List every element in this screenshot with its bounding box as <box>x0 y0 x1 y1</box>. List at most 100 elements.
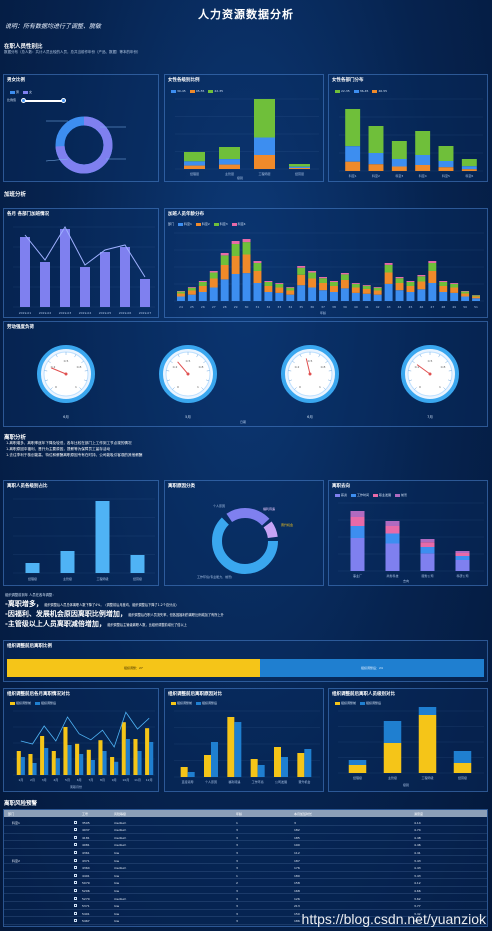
risk-row[interactable]: 4081 medium 3 190 4.46 <box>4 842 487 849</box>
slider-handle-right[interactable] <box>61 98 66 103</box>
row-checkbox[interactable] <box>74 835 77 839</box>
row-checkbox[interactable] <box>74 843 77 847</box>
monthly-line <box>20 711 150 748</box>
risk-cell-0: 5371 <box>82 904 90 909</box>
legend-30-45: 30-45 <box>177 89 186 93</box>
risk-cell-0: 4371 <box>82 858 90 863</box>
row-checkbox[interactable] <box>74 888 77 892</box>
gauge-1-tick-9 <box>205 379 210 382</box>
monthly-title: 组织调整前后各月离职情况对比 <box>7 692 70 697</box>
row-checkbox[interactable] <box>74 820 77 824</box>
age-bar-0-3 <box>177 291 185 292</box>
section-overtime-heading: 加班分析 <box>4 192 27 198</box>
age-tick-7: 31 <box>256 305 260 309</box>
dest-bar-1-2 <box>385 526 400 534</box>
legend-dept1: 科室1 <box>183 222 192 226</box>
reason-label-3: 晋升机会 <box>281 523 294 527</box>
risk-header-5[interactable]: 年龄 <box>236 812 243 816</box>
reason-compare-legend[interactable]: 组织调整前 组织调整后 <box>168 701 217 705</box>
risk-header-8[interactable]: 满意度 <box>414 812 424 816</box>
risk-row[interactable]: 4361 low 3 112 4.41 <box>4 849 487 857</box>
disclaimer-note: 说明：所有数据均进行了调整、脱敏 <box>5 23 102 30</box>
row-checkbox[interactable] <box>74 919 77 923</box>
age-bar-15-3 <box>340 273 349 275</box>
legend-22-35: 22-35 <box>341 89 350 93</box>
risk-cell-2: 2 <box>236 881 238 886</box>
age-tick-23: 47 <box>430 305 434 309</box>
risk-header-3[interactable]: 风险等级 <box>114 812 127 816</box>
female-dept-tick-5: 科室6 <box>465 173 473 178</box>
risk-row[interactable]: 5467 low 3 186 4.10 <box>4 918 487 925</box>
age-legend[interactable]: 部门 科室1 科室2 科室3 科室4 <box>168 222 246 226</box>
risk-row[interactable]: 4491 low 1 180 3.43 <box>4 872 487 880</box>
age-bar-8-0 <box>264 292 273 301</box>
row-checkbox[interactable] <box>74 858 77 862</box>
reason-before-bar-1 <box>204 755 211 777</box>
level-compare-legend[interactable]: 组织调整前 组织调整后 <box>332 701 381 705</box>
risk-cell-4: 4.66 <box>414 888 421 893</box>
monthly-legend[interactable]: 组织调整前 组织调整后 <box>7 701 56 705</box>
risk-header-0[interactable]: 部门 <box>8 812 15 816</box>
compare-bar-before[interactable]: 组织调整：27 <box>7 659 260 677</box>
monthly-tick-0: 1月 <box>18 778 23 782</box>
legend-22-35: 22-35 <box>214 89 224 93</box>
row-checkbox[interactable] <box>74 881 77 885</box>
female-dept-tick-0: 科室1 <box>349 173 357 178</box>
compare-bar-after[interactable]: 组织调整后：24 <box>259 659 484 677</box>
risk-row[interactable]: 4371 low 3 187 3.43 科室2 <box>4 857 487 864</box>
female-ratio-legend[interactable]: 30-45 45-55 22-35 <box>168 89 223 93</box>
age-tick-18: 42 <box>376 305 380 309</box>
female-dept-legend[interactable]: 22-35 36-45 46-55 <box>332 89 387 93</box>
summary-small-3: 组织调整后主管级离职人数，比组织调整前增长了倍以上 <box>107 623 187 627</box>
row-checkbox[interactable] <box>74 866 77 870</box>
gender-callouts <box>45 120 126 162</box>
donut-female-arc <box>55 116 113 174</box>
gauge-0-tick-7 <box>81 360 84 364</box>
row-checkbox[interactable] <box>74 911 77 915</box>
row-checkbox[interactable] <box>74 904 77 908</box>
reason-after-bar-4 <box>281 757 288 777</box>
gender-legend[interactable]: 男 女 <box>7 90 32 94</box>
risk-header-6[interactable]: 本月加班时长 <box>294 812 313 816</box>
overtime-bar-3 <box>80 267 90 307</box>
level-tick-3: 经营级 <box>458 775 467 780</box>
row-checkbox[interactable] <box>74 850 77 854</box>
monthly-before-bar-4 <box>63 727 68 775</box>
age-tick-21: 45 <box>409 305 413 309</box>
risk-row[interactable]: 4364 medium 3 176 4.43 <box>4 865 487 872</box>
level-tick-2: 工程师级 <box>421 775 433 780</box>
slider-handle-left[interactable] <box>21 98 26 103</box>
ratio-slider[interactable] <box>22 100 64 102</box>
reason-tick-1: 个人原因 <box>205 779 217 784</box>
slider-label: 比例值 <box>7 98 17 102</box>
risk-row[interactable]: 5270 medium 3 126 3.62 <box>4 895 487 902</box>
reason-compare-chart: 直接领导 个人原因 福利待遇 工作环境 公司发展 晋升机会 <box>174 710 320 784</box>
risk-row[interactable]: 4181 medium 3 185 4.48 <box>4 834 487 842</box>
age-bar-6-0 <box>242 273 251 301</box>
resign-tick-2: 工程师级 <box>96 576 108 581</box>
risk-row[interactable]: 5079 low 2 158 4.12 <box>4 880 487 887</box>
risk-row[interactable]: 5371 low 3 213 3.77 <box>4 903 487 910</box>
risk-row[interactable]: 3505 medium 1 3 4.14 科室1 <box>4 819 487 826</box>
risk-cell-1: low <box>114 873 120 878</box>
gauge-1-label-min: 0 <box>177 385 179 389</box>
age-bar-18-2 <box>373 287 382 291</box>
row-checkbox[interactable] <box>74 873 77 877</box>
dest-legend[interactable]: 薪资 工作时间 职业发展 前景 <box>332 493 407 497</box>
monthly-after-bar-2 <box>44 748 49 775</box>
risk-header-2[interactable]: 工号 <box>82 812 89 816</box>
risk-row[interactable]: 4037 medium 3 182 4.74 <box>4 827 487 834</box>
dest-tick-3: 科研公司 <box>456 573 468 578</box>
age-bar-5-0 <box>231 274 240 301</box>
reason-label-1: 个人原因 <box>213 504 226 508</box>
female-dept-bar-5 <box>461 159 477 167</box>
reason-before-bar-5 <box>297 753 305 777</box>
row-checkbox[interactable] <box>74 828 77 832</box>
dest-tick-1: 商务科技 <box>386 573 398 578</box>
gauge-0-label-min: 0 <box>55 385 57 389</box>
female-dept-bar-0-top <box>345 161 361 171</box>
row-checkbox[interactable] <box>74 896 77 900</box>
risk-row[interactable]: 5206 low 3 168 4.66 <box>4 887 487 895</box>
risk-row[interactable]: 5401 low 3 150 3.42 <box>4 910 487 918</box>
reason-after-bar-5 <box>304 749 312 777</box>
